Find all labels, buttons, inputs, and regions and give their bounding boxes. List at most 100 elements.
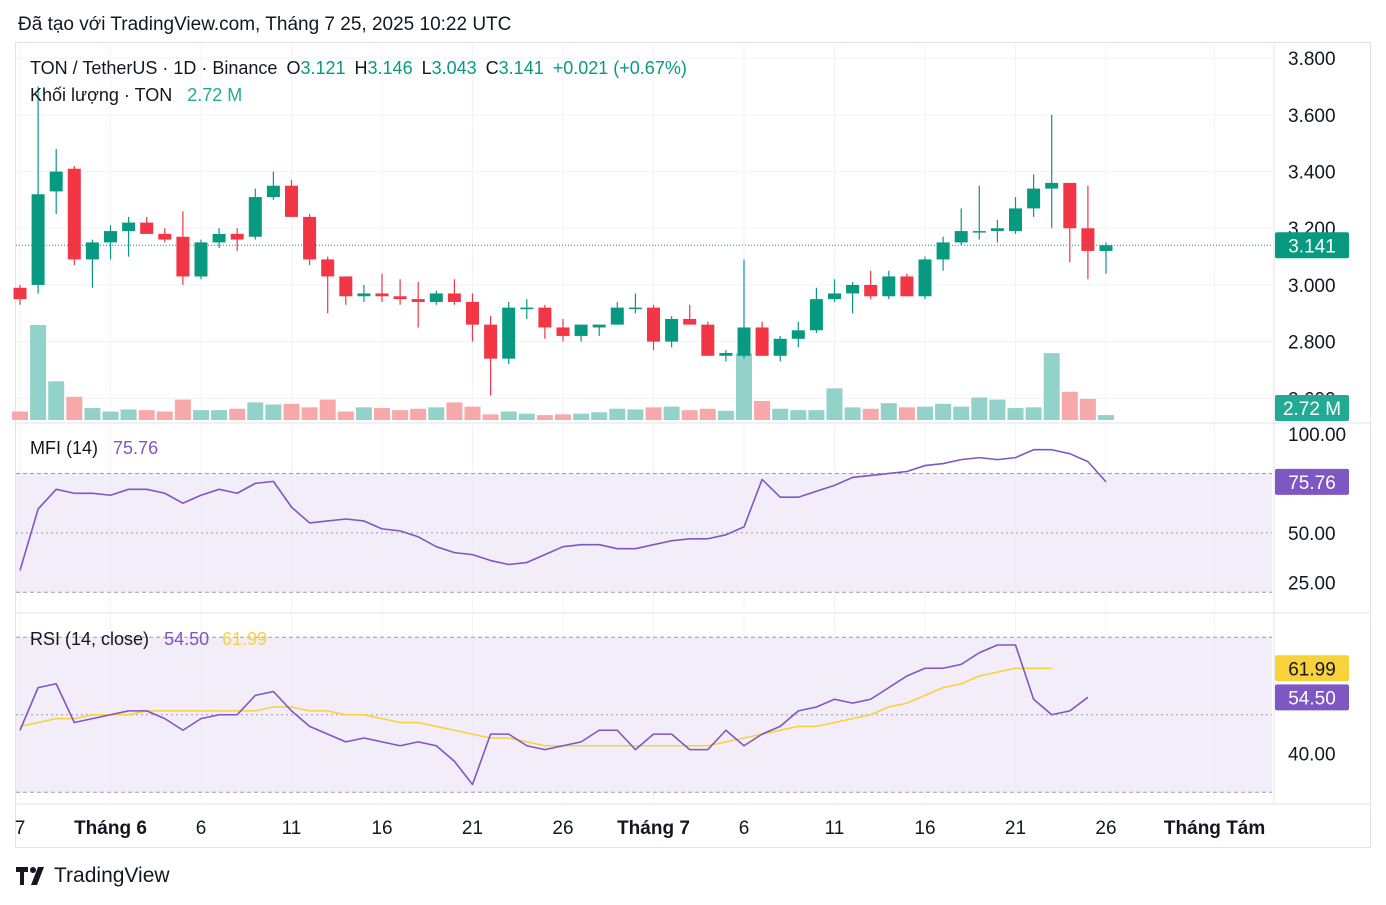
- volume-bar: [645, 407, 662, 420]
- candle-body: [628, 307, 642, 310]
- time-tick-label: Tháng 6: [74, 818, 147, 839]
- candle-body: [67, 168, 81, 260]
- candlesticks: [13, 86, 1272, 396]
- volume-bar: [211, 410, 228, 420]
- value-badges: 3.141 2.72 M 75.76 61.99 54.50: [1275, 232, 1349, 711]
- time-tick-label: 26: [552, 818, 573, 839]
- volume-bar: [1061, 391, 1078, 420]
- candle-body: [140, 222, 154, 234]
- price-tick-label: 3.400: [1288, 163, 1336, 184]
- candle-body: [375, 293, 389, 297]
- volume-bar: [30, 325, 47, 420]
- candle-body: [484, 324, 498, 359]
- volume-bar: [681, 410, 698, 420]
- volume-badge-bg: [1275, 395, 1349, 421]
- change-value: +0.021 (+0.67%): [552, 58, 687, 78]
- low-label: L: [421, 58, 432, 78]
- time-tick-label: 11: [825, 818, 845, 839]
- time-axis: 7 Tháng 6 6 11 16 21 26 Tháng 7 6 11 16 21 26 Tháng T…: [15, 818, 1266, 839]
- candle-body: [248, 197, 262, 237]
- time-tick-label: 7: [15, 818, 26, 839]
- volume-badge-text: 2.72 M: [1283, 399, 1341, 420]
- candle-body: [574, 324, 588, 336]
- rsi-label: RSI (14, close): [30, 629, 150, 649]
- volume-bar: [337, 411, 354, 420]
- volume-bar: [935, 403, 952, 420]
- volume-bar: [536, 415, 553, 420]
- candle-body: [122, 222, 136, 232]
- candle-body: [1027, 188, 1041, 209]
- volume-bar: [319, 399, 336, 420]
- volume-bar: [898, 407, 915, 420]
- candle-body: [828, 293, 841, 300]
- price-tick-label: 3.600: [1288, 106, 1336, 127]
- time-tick-label: Tháng 7: [617, 818, 690, 839]
- rsi-legend: RSI (14, close) 54.50 61.99: [30, 629, 271, 650]
- mfi-badge-bg: [1275, 468, 1349, 495]
- time-tick-label: 11: [282, 818, 302, 839]
- candle-body: [266, 185, 280, 198]
- price-badge: 3.141: [1275, 232, 1349, 259]
- volume-bar: [265, 404, 282, 420]
- candle-body: [321, 259, 335, 277]
- candle-body: [104, 231, 117, 243]
- time-tick-label: 21: [462, 818, 483, 839]
- time-tick-label: 6: [739, 818, 750, 839]
- rsi-line: [19, 644, 1089, 786]
- open-label: O: [286, 58, 301, 78]
- rsi-badge-bg: [1275, 684, 1349, 711]
- volume-bar: [355, 407, 372, 420]
- tradingview-logo[interactable]: TradingView: [16, 864, 170, 888]
- volume-bar: [826, 388, 843, 420]
- candle-body: [791, 330, 805, 339]
- candle-body: [1063, 182, 1077, 229]
- volume-bar: [627, 409, 644, 420]
- volume-bar: [301, 407, 318, 420]
- volume-bar: [844, 407, 861, 420]
- mfi-band-fill: [16, 473, 1272, 593]
- high-label: H: [354, 58, 368, 78]
- volume-bar: [717, 410, 734, 420]
- candle-body: [755, 327, 769, 356]
- candle-body: [303, 216, 317, 260]
- time-tick-label: Tháng Tám: [1164, 818, 1265, 839]
- volume-bar: [392, 410, 409, 420]
- volume-bar: [84, 408, 101, 420]
- volume-bar: [174, 399, 191, 420]
- volume-bar: [410, 408, 427, 420]
- volume-bar: [193, 410, 209, 420]
- candle-body: [1099, 245, 1113, 251]
- candle-body: [954, 231, 968, 243]
- candle-body: [665, 318, 679, 342]
- candle-body: [357, 293, 371, 297]
- volume-bar: [754, 401, 771, 420]
- candle-body: [683, 318, 697, 325]
- mfi-line: [19, 448, 1107, 571]
- candle-body: [339, 276, 353, 297]
- candle-body: [466, 301, 479, 325]
- candle-body: [809, 299, 823, 331]
- candle-body: [719, 352, 733, 356]
- candle-body: [520, 307, 534, 310]
- candle-body: [230, 233, 244, 240]
- volume-bar: [862, 408, 879, 420]
- candle-body: [49, 171, 63, 192]
- candle-body: [592, 324, 606, 328]
- candle-body: [158, 233, 172, 240]
- volume-bars: [12, 325, 1114, 420]
- mfi-label: MFI (14): [30, 438, 99, 458]
- volume-bar: [482, 414, 499, 420]
- time-tick-label: 26: [1095, 818, 1116, 839]
- candle-body: [846, 284, 860, 294]
- candle-body: [194, 242, 208, 277]
- candle-body: [285, 185, 298, 217]
- price-badge-bg: [1275, 232, 1349, 259]
- volume-bar: [1079, 398, 1096, 420]
- time-tick-label: 6: [196, 818, 207, 839]
- volume-bar: [790, 410, 807, 420]
- volume-bar: [555, 414, 571, 420]
- candle-body: [737, 327, 751, 356]
- high-value: 3.146: [367, 58, 413, 78]
- candle-body: [1081, 228, 1095, 251]
